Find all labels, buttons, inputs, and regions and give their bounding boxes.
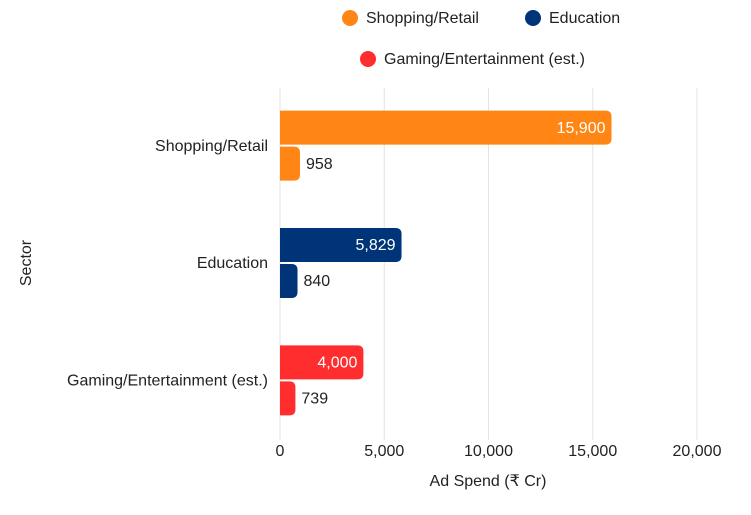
legend-label: Gaming/Entertainment (est.) (384, 51, 585, 68)
x-tick-label: 20,000 (673, 443, 722, 460)
bar (280, 264, 298, 298)
legend-label: Education (549, 10, 620, 27)
x-axis-title: Ad Spend (₹ Cr) (430, 473, 547, 490)
x-tick-label: 15,000 (568, 443, 617, 460)
bar (280, 110, 612, 145)
bar (280, 228, 402, 262)
y-tick-label: Education (197, 255, 268, 272)
y-axis-title: Sector (18, 239, 35, 286)
data-label: 739 (301, 391, 328, 408)
x-tick-label: 5,000 (364, 443, 404, 460)
data-label: 840 (304, 273, 331, 290)
y-tick-label: Gaming/Entertainment (est.) (67, 373, 268, 390)
data-label: 15,900 (557, 120, 606, 137)
y-tick-label: Shopping/Retail (155, 138, 268, 155)
data-label: 5,829 (355, 237, 395, 254)
legend-marker (342, 10, 358, 26)
legend-label: Shopping/Retail (366, 10, 479, 27)
data-label: 4,000 (317, 355, 357, 372)
x-tick-label: 0 (276, 443, 285, 460)
bar (280, 381, 296, 416)
legend-marker (360, 51, 376, 67)
data-label: 958 (306, 156, 333, 173)
bar (280, 345, 364, 380)
legend-marker (525, 10, 541, 26)
bar (280, 146, 300, 181)
x-tick-label: 10,000 (464, 443, 513, 460)
